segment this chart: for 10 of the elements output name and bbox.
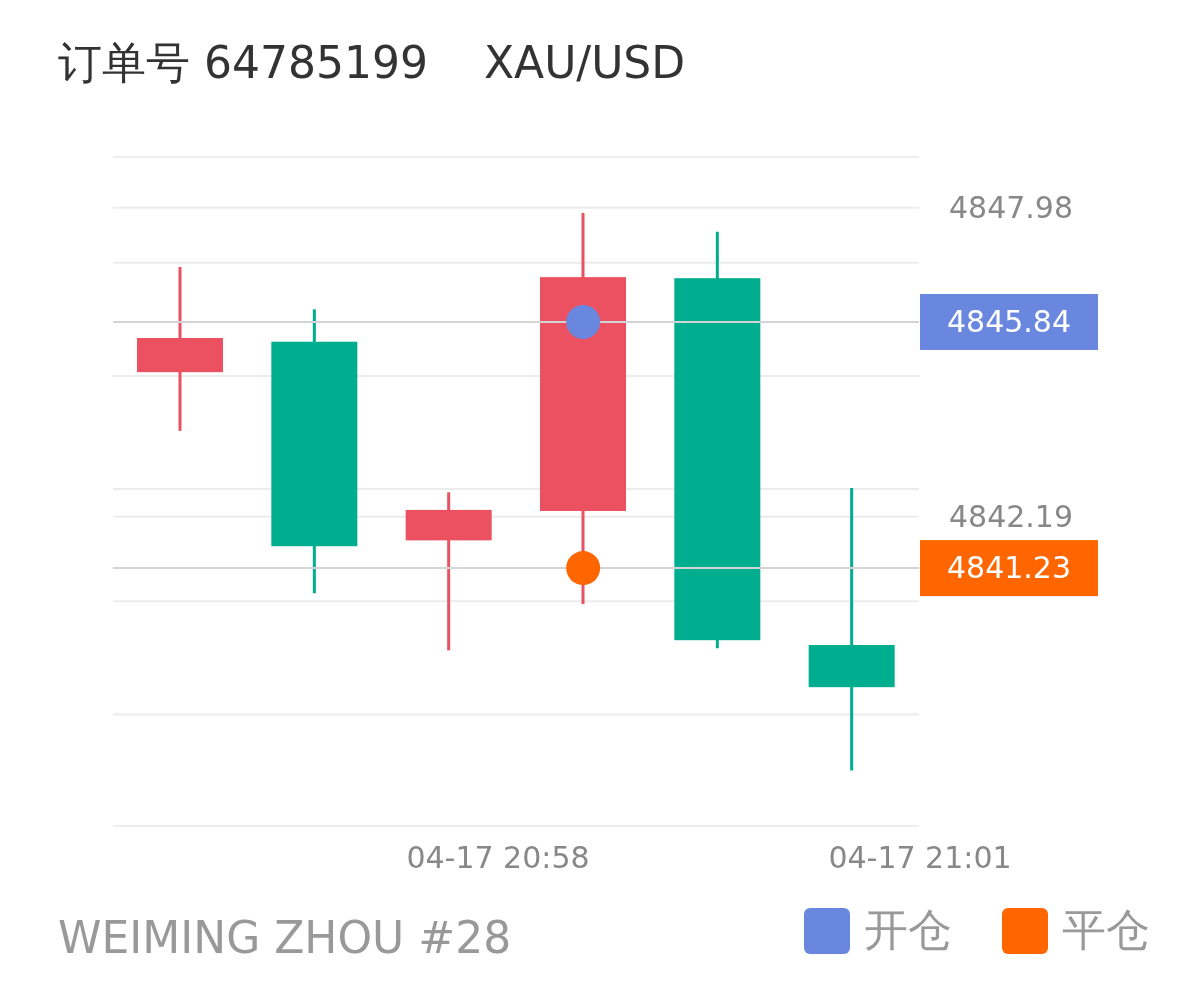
legend-label: 开仓 <box>864 903 952 957</box>
y-tick-label: 4847.98 <box>948 189 1074 225</box>
text: WEIMING ZHOU #28 <box>58 912 512 963</box>
ref-line-label: 4845.84 <box>946 303 1072 339</box>
text: 04-17 21:01 <box>828 840 1012 875</box>
chart-title: 订单号 64785199 XAU/USD <box>58 36 686 90</box>
legend-label: 平仓 <box>1062 903 1150 957</box>
ref-line-label: 4841.23 <box>946 550 1072 586</box>
y-tick-label: 4842.19 <box>948 498 1074 534</box>
text: 04-17 20:58 <box>406 840 590 875</box>
